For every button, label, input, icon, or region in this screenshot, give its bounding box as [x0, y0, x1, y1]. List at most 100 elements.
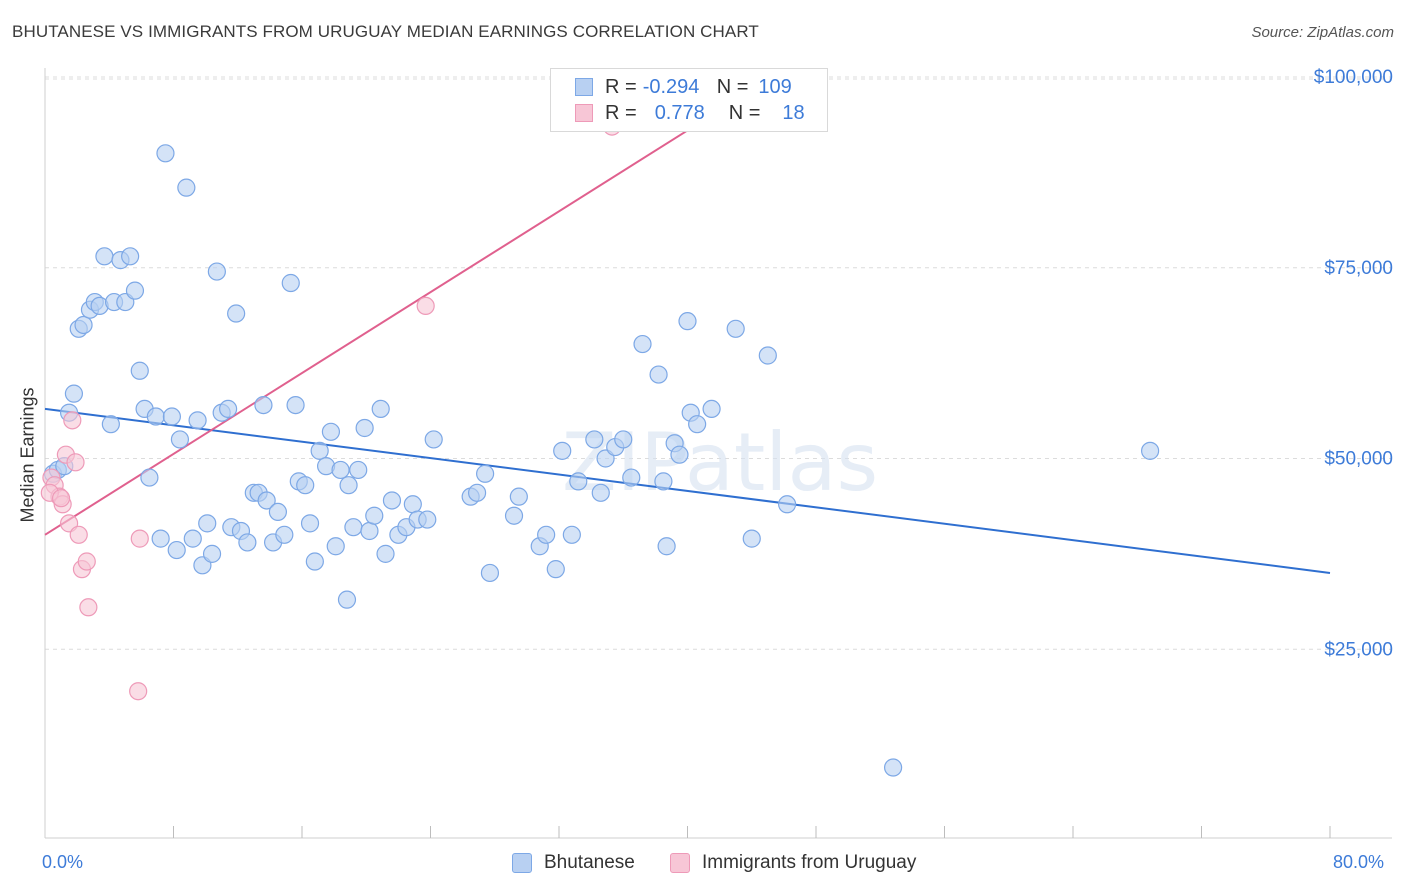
series-legend: Bhutanese Immigrants from Uruguay [0, 852, 1406, 878]
point-bhutanese [726, 319, 745, 338]
y-tick-label: $25,000 [1324, 639, 1393, 660]
trend-lines [44, 129, 1331, 574]
point-bhutanese [331, 460, 350, 480]
point-bhutanese [678, 312, 697, 331]
point-bhutanese [365, 506, 384, 525]
point-bhutanese [130, 361, 149, 380]
point-bhutanese [424, 430, 443, 449]
point-bhutanese [337, 590, 357, 609]
x-axis-min-label: 0.0% [42, 852, 84, 872]
point-bhutanese [268, 502, 288, 522]
point-bhutanese [151, 529, 170, 548]
point-uruguay [63, 411, 82, 430]
legend-n-value: 18 [782, 101, 805, 124]
point-bhutanese [170, 430, 190, 449]
point-bhutanese [238, 533, 257, 552]
chart-source: Source: ZipAtlas.com [1251, 24, 1394, 41]
legend-swatch-blue [575, 78, 593, 96]
point-bhutanese [300, 514, 320, 533]
point-uruguay [79, 598, 98, 617]
point-uruguay [51, 489, 71, 508]
point-bhutanese [614, 430, 633, 449]
point-bhutanese [74, 315, 93, 335]
point-bhutanese [546, 560, 565, 579]
point-bhutanese [883, 758, 903, 777]
legend-swatch-pink [575, 104, 593, 122]
point-bhutanese [467, 483, 487, 502]
point-bhutanese [305, 552, 324, 571]
point-bhutanese [371, 399, 390, 419]
point-bhutanese [140, 468, 159, 487]
point-bhutanese [418, 510, 437, 529]
point-bhutanese [275, 525, 294, 544]
point-bhutanese [360, 521, 379, 541]
point-bhutanese [254, 395, 273, 415]
series-uruguay [40, 117, 622, 701]
y-tick-label: $100,000 [1314, 67, 1393, 88]
point-bhutanese [633, 334, 652, 354]
point-bhutanese [227, 304, 246, 323]
legend-r-label: R = [605, 75, 637, 98]
point-bhutanese [146, 407, 165, 426]
point-bhutanese [649, 365, 668, 384]
gridlines [45, 76, 1392, 650]
legend-r-value: 0.778 [654, 101, 705, 124]
point-bhutanese [657, 537, 676, 556]
point-bhutanese [257, 491, 276, 510]
point-bhutanese [101, 415, 120, 434]
legend-item-bhutanese: Bhutanese [512, 852, 635, 874]
point-bhutanese [167, 540, 186, 560]
point-bhutanese [339, 476, 358, 495]
point-bhutanese [349, 460, 368, 480]
legend-swatch-bhutanese [512, 853, 532, 873]
stats-legend: R = -0.294 N = 109 R = 0.778 N = 18 [550, 68, 828, 132]
series-bhutanese [43, 144, 1160, 777]
point-bhutanese [504, 506, 524, 525]
point-bhutanese [64, 384, 84, 403]
point-bhutanese [183, 529, 202, 548]
watermark: ZIPatlas [562, 416, 878, 509]
chart-title: BHUTANESE VS IMMIGRANTS FROM URUGUAY MED… [12, 22, 759, 41]
point-bhutanese [569, 472, 588, 491]
point-bhutanese [702, 399, 721, 419]
point-bhutanese [286, 395, 305, 415]
point-bhutanese [562, 525, 581, 544]
legend-swatch-uruguay [670, 853, 690, 873]
point-bhutanese [355, 418, 374, 438]
y-tick-label: $50,000 [1324, 449, 1393, 470]
point-uruguay [69, 525, 88, 544]
legend-label-bhutanese: Bhutanese [544, 852, 635, 873]
point-bhutanese [376, 544, 395, 563]
point-bhutanese [310, 441, 329, 460]
point-bhutanese [509, 487, 528, 506]
legend-n-label: N = [728, 101, 761, 124]
legend-item-uruguay: Immigrants from Uruguay [670, 852, 916, 874]
point-bhutanese [125, 281, 145, 300]
legend-row-bhutanese: R = -0.294 N = 109 [575, 76, 792, 98]
legend-label-uruguay: Immigrants from Uruguay [702, 852, 917, 873]
point-bhutanese [177, 178, 196, 197]
legend-r-label: R = [605, 101, 637, 124]
point-bhutanese [281, 273, 300, 293]
trend-line-bhutanese [44, 407, 1331, 574]
point-bhutanese [207, 262, 226, 281]
point-bhutanese [476, 464, 495, 483]
point-uruguay [129, 682, 148, 701]
point-bhutanese [585, 430, 604, 449]
point-bhutanese [121, 247, 140, 266]
y-axis-label: Median Earnings [17, 387, 38, 523]
point-bhutanese [344, 518, 363, 537]
point-uruguay [66, 453, 85, 472]
point-bhutanese [403, 495, 422, 514]
legend-n-value: 109 [758, 75, 792, 98]
y-tick-labels: $25,000 $50,000 $75,000 $100,000 [1314, 67, 1393, 660]
point-bhutanese [537, 525, 556, 544]
axes [44, 68, 1392, 839]
point-bhutanese [688, 415, 707, 434]
point-bhutanese [198, 514, 217, 533]
legend-row-uruguay: R = 0.778 N = 18 [575, 102, 805, 124]
point-bhutanese [622, 468, 641, 487]
point-bhutanese [219, 399, 238, 419]
point-bhutanese [162, 407, 181, 426]
